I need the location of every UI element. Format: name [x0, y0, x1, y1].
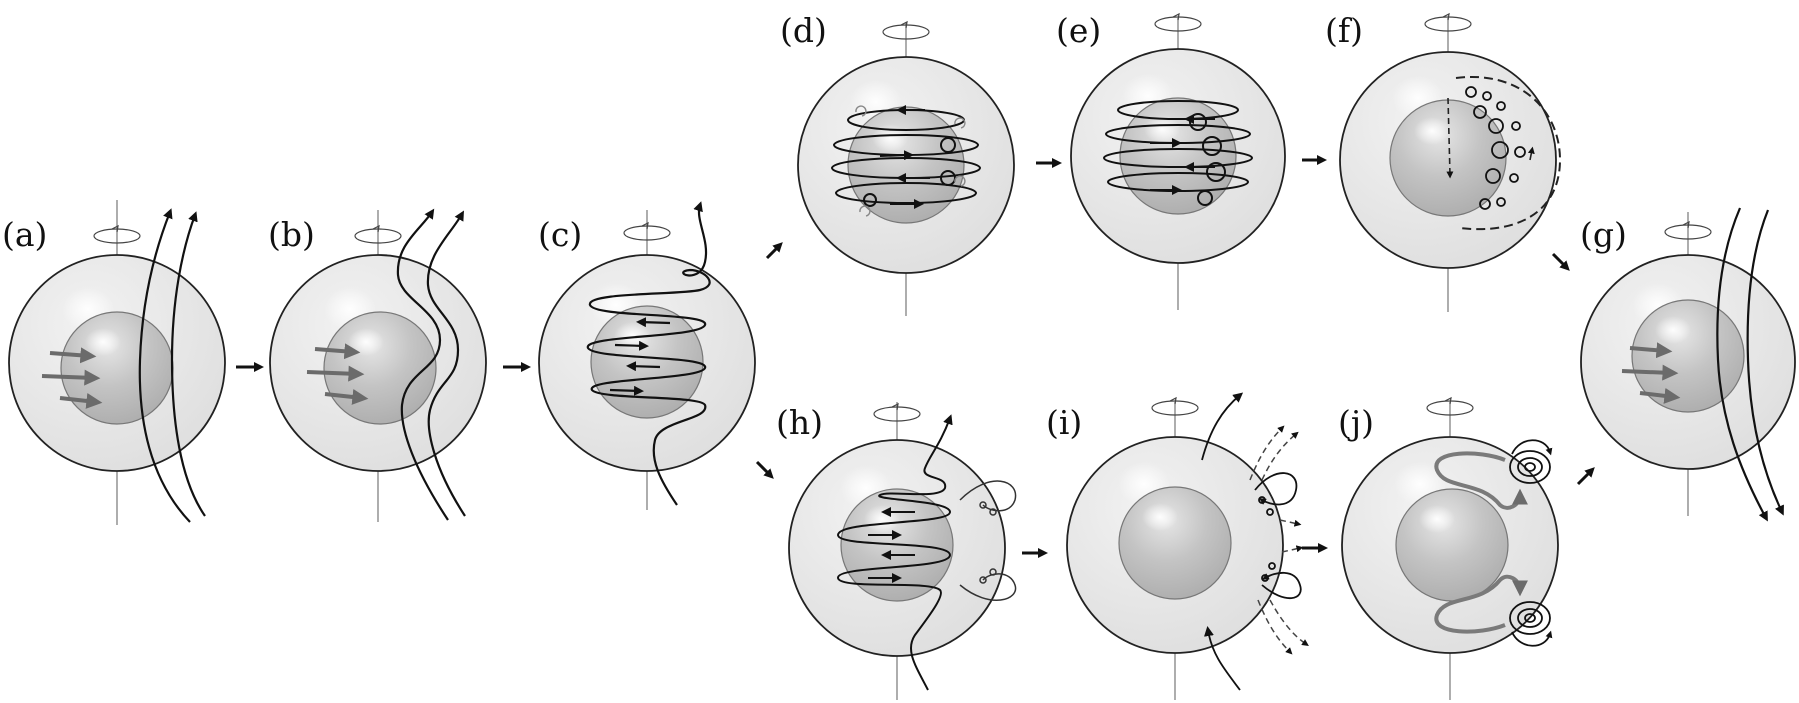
- field-lines: [138, 208, 206, 523]
- flow-arrows: [41, 347, 103, 409]
- panel-b: (b): [268, 208, 487, 522]
- dashed-axis-line: [1446, 97, 1454, 179]
- inner-core: [1119, 97, 1237, 215]
- flow-arrow-j-g: [1576, 467, 1595, 486]
- panel-g: (g): [1580, 207, 1796, 522]
- panel-label-c: (c): [538, 215, 582, 254]
- small-eddies: [855, 105, 966, 217]
- dashed-field-lines: [1249, 425, 1309, 655]
- flow-arrows: [1621, 342, 1681, 404]
- toroidal-field-coils: [1103, 100, 1253, 206]
- panel-a: (a): [2, 200, 226, 525]
- panel-label-j: (j): [1338, 403, 1374, 442]
- inner-core: [1118, 486, 1232, 600]
- toroidal-field-coils: [836, 414, 953, 691]
- toroidal-field-coils: [586, 201, 711, 506]
- emerging-loops: [959, 480, 1017, 601]
- flow-arrow-c-d: [765, 242, 783, 260]
- panel-label-d: (d): [780, 11, 827, 50]
- inner-core: [1395, 488, 1509, 602]
- flow-arrow-f-g: [1551, 252, 1570, 271]
- panel-label-h: (h): [776, 403, 823, 442]
- inner-core: [60, 311, 174, 425]
- flow-arrow-c-h: [755, 460, 774, 479]
- panel-h: (h): [776, 402, 1017, 700]
- panel-c: (c): [538, 201, 756, 510]
- panel-label-i: (i): [1046, 403, 1082, 442]
- panel-i: (i): [1046, 392, 1309, 700]
- inner-core: [323, 311, 437, 425]
- panel-label-b: (b): [268, 215, 315, 254]
- panel-j: (j): [1338, 396, 1559, 700]
- panel-label-f: (f): [1325, 11, 1363, 50]
- panel-f: (f): [1325, 11, 1562, 312]
- rotation-arrow-icon: [111, 224, 119, 233]
- inner-core: [1389, 99, 1507, 217]
- dashed-boundary: [1455, 76, 1562, 231]
- panel-label-e: (e): [1056, 11, 1101, 50]
- flux-tube-loops: [1465, 86, 1526, 210]
- field-lines: [1716, 207, 1784, 522]
- panel-label-g: (g): [1580, 215, 1627, 254]
- panel-e: (e): [1056, 11, 1286, 310]
- panel-d: (d): [780, 11, 1015, 316]
- open-field-lines: [1201, 392, 1302, 691]
- concentric-field-loops: [1509, 439, 1553, 647]
- field-lines: [396, 208, 466, 521]
- gray-flow-loops: [1434, 451, 1528, 634]
- panel-label-a: (a): [2, 215, 47, 254]
- flow-arrows: [306, 343, 369, 405]
